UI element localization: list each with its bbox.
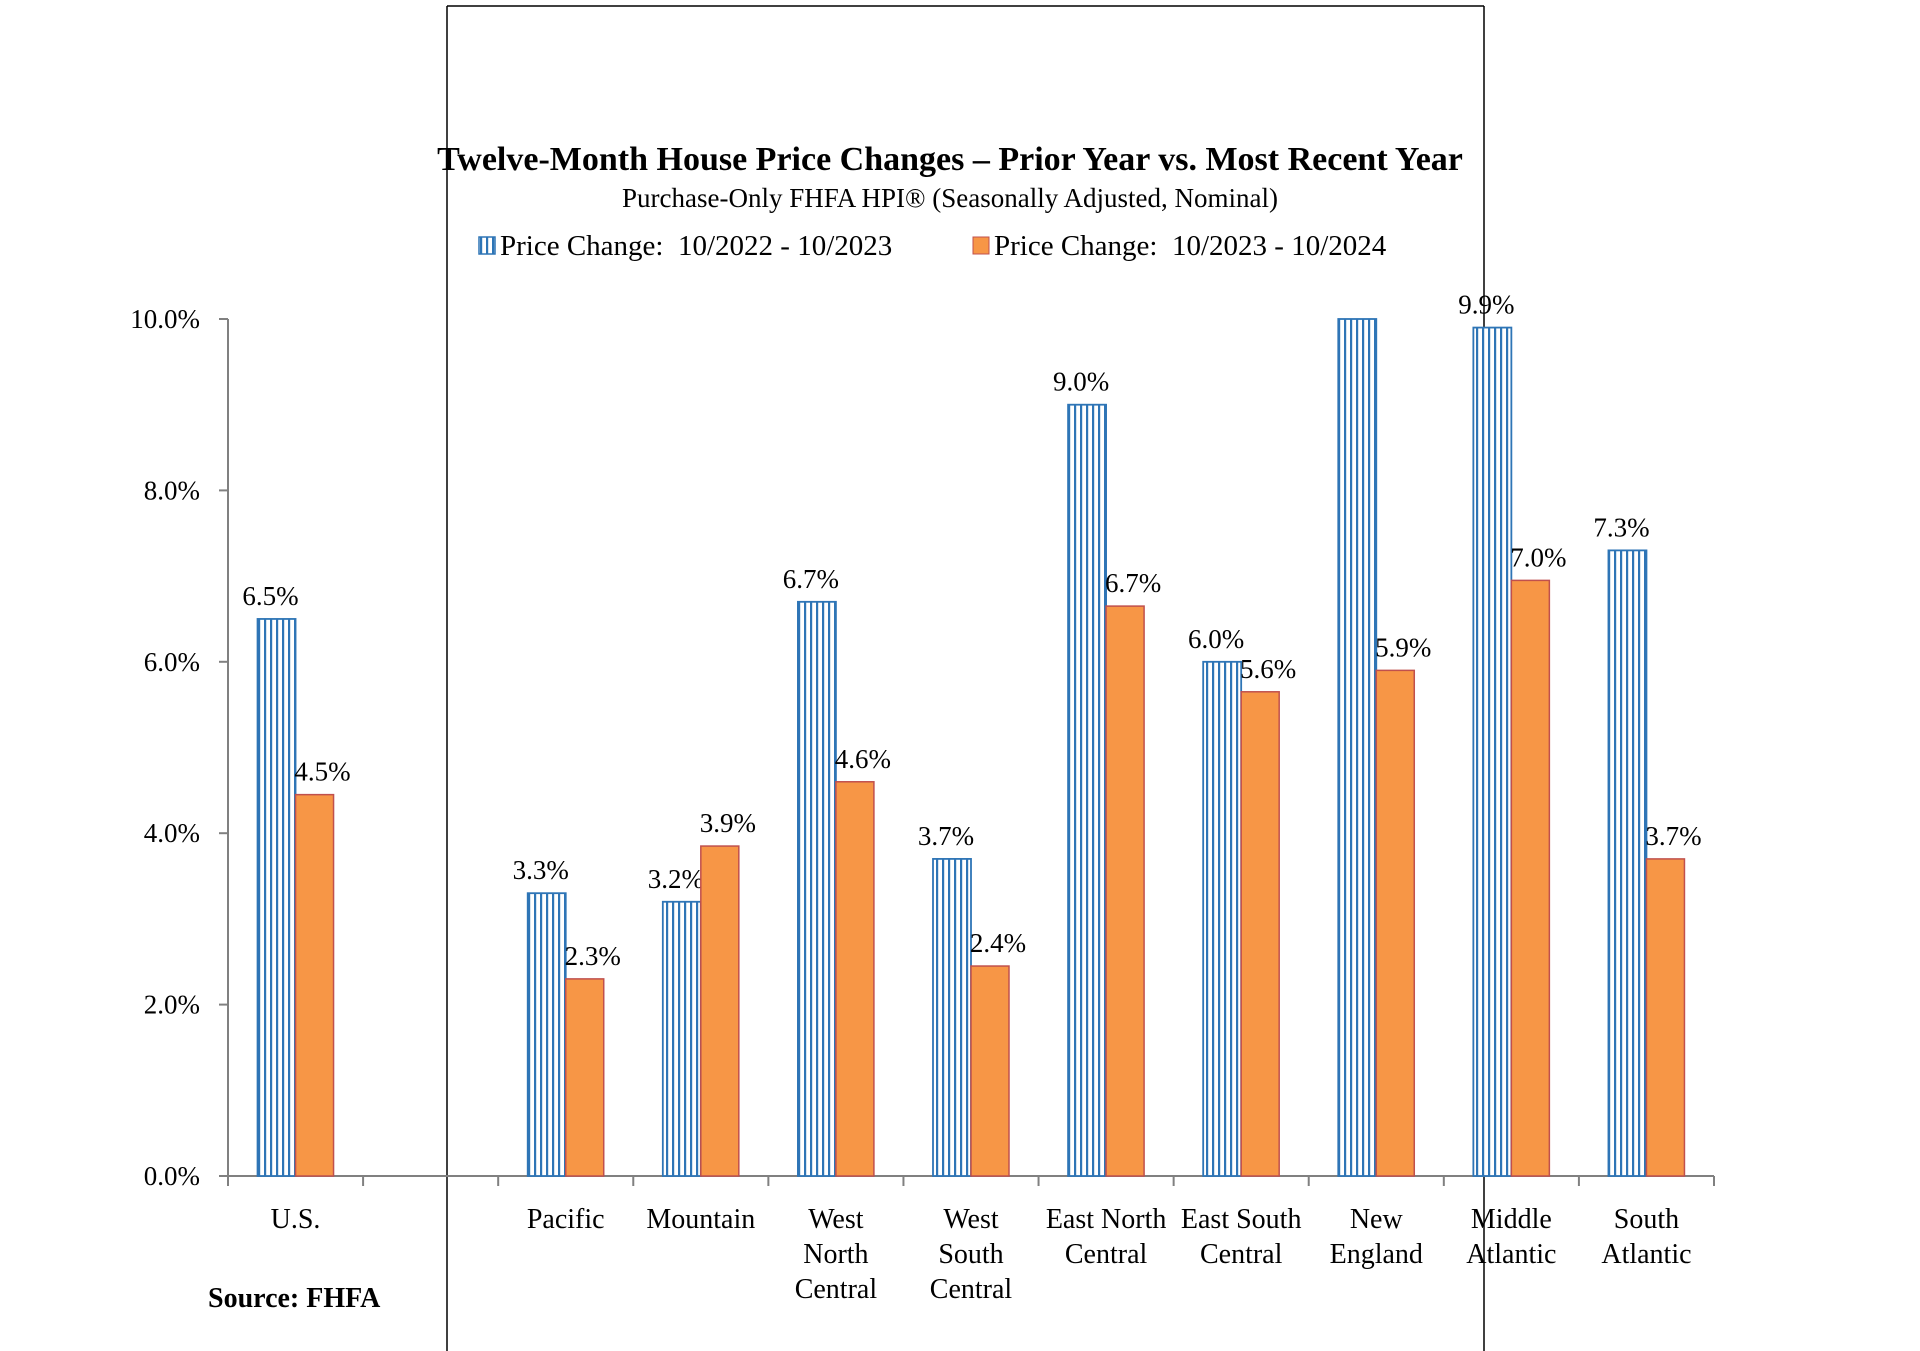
x-category-label: Atlantic: [1601, 1239, 1691, 1270]
data-label-series-2: 3.9%: [700, 808, 756, 838]
x-category-label: Central: [795, 1274, 878, 1305]
bar-series-2: [835, 781, 875, 1177]
plot-area: 0.0% 2.0% 4.0% 6.0% 8.0% 10.0% U.S. Pacific Moun…: [130, 290, 1715, 1305]
x-category-label: South: [938, 1239, 1003, 1270]
y-tick-label: 6.0%: [144, 647, 200, 677]
x-category-label: Middle: [1471, 1204, 1552, 1235]
x-category-label: Central: [930, 1274, 1013, 1305]
data-label-series-2: 7.0%: [1510, 542, 1566, 572]
data-label-series-1: 6.7%: [783, 564, 839, 594]
y-tick-label: 0.0%: [144, 1161, 200, 1191]
bar-series-1: [1337, 318, 1378, 1177]
bar-series-1: [661, 900, 702, 1177]
chart-subtitle: Purchase-Only FHFA HPI® (Seasonally Adju…: [622, 183, 1278, 213]
x-category-label: Central: [1065, 1239, 1148, 1270]
data-label-series-2: 6.7%: [1105, 568, 1161, 598]
x-category-label: Atlantic: [1466, 1239, 1556, 1270]
y-tick-label: 8.0%: [144, 475, 200, 505]
x-category-label: West: [943, 1204, 999, 1235]
y-tick-label: 4.0%: [144, 818, 200, 848]
x-category-label: Mountain: [646, 1204, 755, 1235]
bar-series-1: [797, 600, 837, 1177]
bar-series-1: [256, 618, 297, 1177]
bar-series-2: [970, 965, 1010, 1177]
data-label-series-1: 6.0%: [1188, 624, 1244, 654]
data-label-series-1: 3.2%: [648, 864, 704, 894]
bar-series-2: [1105, 605, 1145, 1177]
bar-series-1: [1607, 549, 1648, 1177]
bar-series-1: [526, 892, 567, 1177]
data-label-series-2: 5.9%: [1375, 632, 1431, 662]
bar-series-2: [1645, 858, 1686, 1177]
data-label-series-2: 3.7%: [1645, 821, 1701, 851]
data-label-series-1: 7.3%: [1593, 512, 1649, 542]
bar-series-1: [932, 858, 972, 1177]
x-category-label: New: [1350, 1204, 1404, 1235]
bar-series-2: [1240, 691, 1280, 1177]
data-label-series-2: 4.6%: [835, 744, 891, 774]
bar-series-1: [1472, 326, 1513, 1177]
bar-series-2: [564, 978, 605, 1177]
x-category-label: England: [1330, 1239, 1423, 1270]
x-category-label: U.S.: [271, 1204, 321, 1235]
source-note: Source: FHFA: [208, 1283, 381, 1314]
legend-label-series-2: Price Change: 10/2023 - 10/2024: [994, 230, 1387, 262]
bar-series-1: [1202, 660, 1243, 1177]
x-category-label: Central: [1200, 1239, 1283, 1270]
x-category-label: West: [808, 1204, 864, 1235]
legend-swatch-series-2: [972, 236, 990, 255]
bar-series-1: [1067, 403, 1107, 1177]
data-label-series-1: 9.0%: [1053, 367, 1109, 397]
chart-title: Twelve-Month House Price Changes – Prior…: [437, 141, 1463, 178]
bar-series-2: [294, 793, 335, 1177]
legend-label-series-1: Price Change: 10/2022 - 10/2023: [500, 230, 892, 262]
x-category-label: East North: [1046, 1204, 1167, 1235]
legend: Price Change: 10/2022 - 10/2023 Price Ch…: [478, 230, 1387, 262]
data-label-series-1: 6.5%: [242, 581, 298, 611]
x-category-label: Pacific: [527, 1204, 605, 1235]
bar-series-2: [700, 845, 740, 1177]
data-label-series-1: 9.9%: [1458, 290, 1514, 320]
x-category-label: South: [1614, 1204, 1679, 1235]
bar-series-2: [1510, 579, 1551, 1177]
data-label-series-2: 2.3%: [565, 941, 621, 971]
x-category-label: North: [803, 1239, 868, 1270]
y-tick-label: 10.0%: [130, 304, 200, 334]
data-label-series-2: 2.4%: [970, 928, 1026, 958]
x-category-label: East South: [1181, 1204, 1302, 1235]
data-label-series-2: 4.5%: [294, 757, 350, 787]
legend-swatch-series-1: [478, 236, 496, 255]
data-label-series-2: 5.6%: [1240, 654, 1296, 684]
data-label-series-1: 3.3%: [513, 855, 569, 885]
data-label-series-1: 3.7%: [918, 821, 974, 851]
bar-series-2: [1375, 669, 1416, 1177]
y-tick-label: 2.0%: [144, 990, 200, 1020]
